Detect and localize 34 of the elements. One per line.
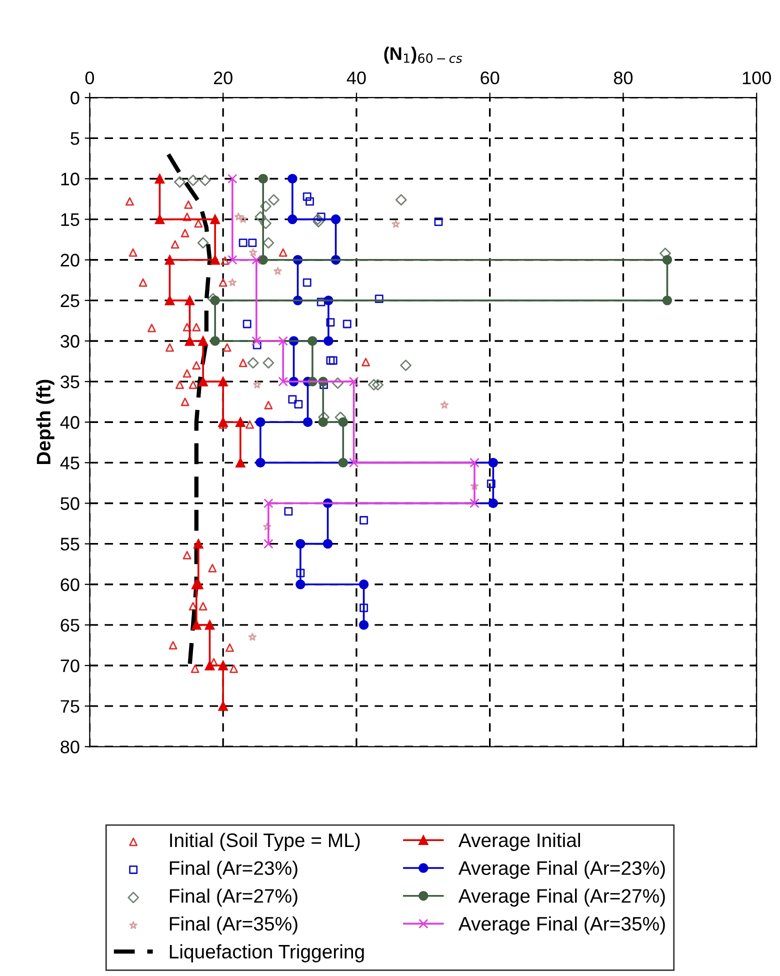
legend-label: Final (Ar=27%)	[170, 888, 298, 907]
legend-label: Final (Ar=35%)	[170, 916, 298, 935]
y-tick-label: 10	[61, 172, 80, 186]
y-tick-label: 75	[60, 700, 80, 713]
y-tick-label: 60	[60, 578, 80, 592]
y-tick-label: 25	[60, 294, 80, 308]
y-tick-label: 30	[60, 334, 80, 348]
x-axis-title: (N$_{1}$)$_{60−cs}$	[384, 46, 462, 64]
y-tick-label: 0	[70, 92, 80, 104]
x-tick-label: 60	[480, 72, 500, 84]
y-tick-label: 40	[60, 416, 80, 429]
x-tick-label: 40	[346, 72, 366, 84]
legend-label: Average Final (Ar=27%)	[458, 888, 665, 907]
x-tick-label: 80	[614, 72, 633, 84]
legend-label: Initial (Soil Type = ML)	[170, 832, 360, 851]
y-tick-label: 45	[60, 456, 80, 470]
legend-label: Liquefaction Triggering	[170, 944, 364, 962]
x-tick-label: 100	[742, 72, 771, 84]
y-tick-label: 20	[60, 254, 80, 267]
y-tick-label: 5	[70, 132, 80, 145]
legend-label: Average Initial	[458, 832, 580, 851]
y-axis-title: Depth (ft)	[36, 380, 54, 464]
x-tick-label: 0	[85, 72, 94, 84]
x-tick-label: 20	[214, 72, 232, 84]
legend-label: Final (Ar=23%)	[170, 860, 298, 879]
y-tick-label: 50	[60, 497, 80, 510]
y-tick-label: 55	[60, 538, 80, 551]
legend-label: Average Final (Ar=23%)	[458, 860, 665, 879]
y-tick-label: 80	[60, 740, 80, 754]
y-tick-label: 65	[60, 618, 80, 632]
legend-label: Average Final (Ar=35%)	[458, 916, 665, 935]
y-tick-label: 70	[60, 659, 80, 672]
y-tick-label: 35	[60, 375, 80, 388]
y-tick-label: 15	[61, 213, 80, 226]
